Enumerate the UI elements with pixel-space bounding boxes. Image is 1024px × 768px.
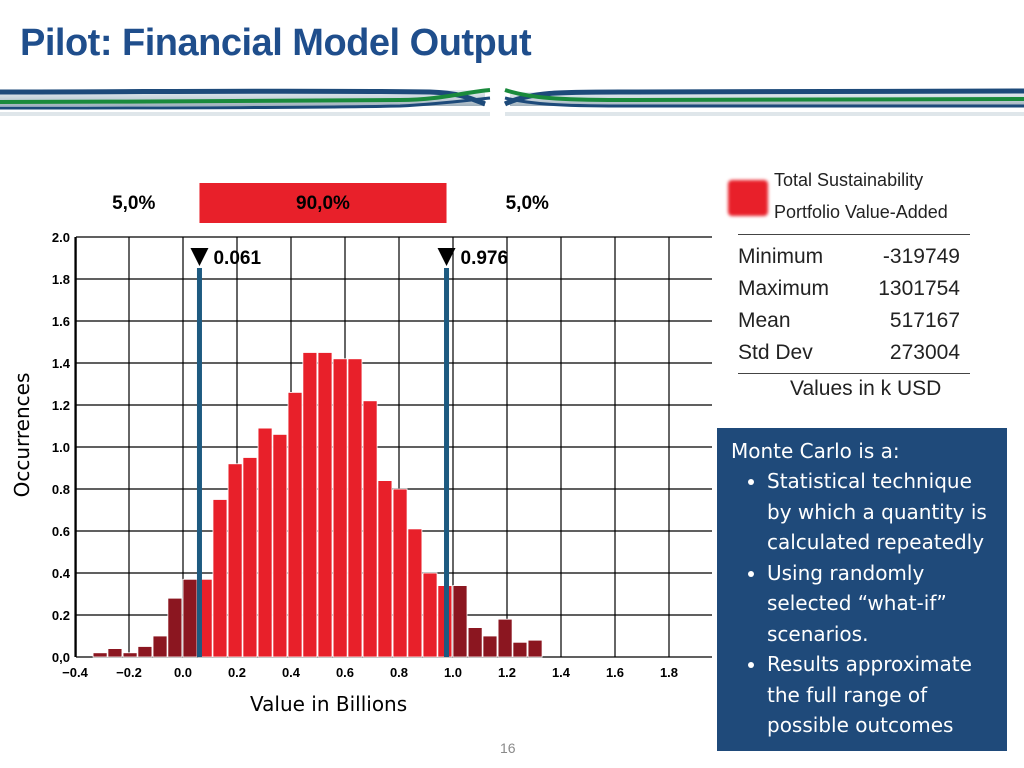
stat-row-mean: Mean 517167: [738, 305, 970, 337]
x-tick-label: 0.4: [282, 665, 301, 680]
percentile-label: 0.061: [213, 248, 261, 269]
stat-label: Mean: [738, 309, 791, 332]
y-tick-label: 0.6: [52, 524, 70, 539]
stat-value: 1301754: [878, 277, 960, 300]
header-banner: [0, 88, 1024, 116]
percentile-label: 0.976: [461, 248, 509, 269]
percentile-line: [444, 268, 450, 657]
histogram-bar: [92, 652, 108, 658]
x-axis-label: Value in Billions: [250, 692, 408, 716]
histogram-bar: [482, 635, 498, 658]
range-band-label: 90,0%: [296, 193, 350, 214]
stat-label: Minimum: [738, 245, 824, 268]
histogram-bar: [137, 646, 153, 658]
y-tick-label: 0,0: [52, 650, 70, 665]
histogram-bar: [452, 585, 468, 658]
histogram-bar: [392, 488, 408, 658]
stat-row-std-dev: Std Dev 273004: [738, 337, 970, 369]
histogram-bar: [332, 358, 348, 658]
legend-label-line1: Total Sustainability: [774, 170, 924, 190]
x-tick-label: 1.8: [660, 665, 678, 680]
histogram-bar: [497, 618, 513, 658]
slide-title: Pilot: Financial Model Output: [20, 22, 532, 64]
info-box-title: Monte Carlo is a:: [731, 439, 900, 463]
x-tick-label: 0.8: [390, 665, 408, 680]
x-tick-label: 1.4: [552, 665, 571, 680]
histogram-bar: [287, 391, 303, 658]
stat-label: Maximum: [738, 277, 830, 300]
histogram-bar: [257, 427, 273, 658]
monte-carlo-info-box: Monte Carlo is a: Statistical technique …: [717, 428, 1007, 751]
x-tick-label: 0.2: [228, 665, 246, 680]
stat-label: Std Dev: [738, 341, 813, 364]
histogram-bar: [377, 480, 393, 658]
x-tick-label: 1.0: [444, 665, 462, 680]
histogram-bar: [152, 635, 168, 658]
x-tick-label: 0.0: [174, 665, 192, 680]
y-tick-label: 0.4: [52, 566, 71, 581]
info-bullet: Statistical technique by which a quantit…: [767, 466, 997, 558]
y-tick-label: 1.6: [52, 314, 70, 329]
histogram-bar: [227, 463, 243, 658]
histogram-bar: [107, 648, 123, 658]
legend-label-line2: Portfolio Value-Added: [774, 202, 948, 222]
y-tick-label: 1.2: [52, 398, 70, 413]
percentile-triangle: [437, 248, 456, 266]
x-tick-label: 0.6: [336, 665, 354, 680]
range-band-middle: [199, 183, 447, 223]
page-number: 16: [500, 740, 516, 756]
y-tick-label: 1.4: [52, 356, 71, 371]
histogram-bar: [407, 528, 423, 658]
x-tick-label: −0.2: [116, 665, 142, 680]
x-tick-label: 1.6: [606, 665, 624, 680]
histogram-bar: [272, 433, 288, 658]
y-tick-label: 2.0: [52, 230, 70, 245]
y-tick-label: 0.8: [52, 482, 70, 497]
histogram-bar: [242, 457, 258, 658]
percentile-line: [196, 268, 202, 657]
histogram-bar: [362, 400, 378, 658]
info-bullet: Using randomly selected “what-if” scenar…: [767, 558, 997, 650]
statistics-table: Minimum -319749 Maximum 1301754 Mean 517…: [738, 234, 970, 374]
info-bullet: Results approximate the full range of po…: [767, 649, 997, 741]
y-tick-label: 1.8: [52, 272, 70, 287]
stat-value: 273004: [889, 341, 960, 364]
stat-row-maximum: Maximum 1301754: [738, 273, 970, 305]
histogram-bar: [512, 641, 528, 658]
histogram-bar: [422, 572, 438, 658]
y-tick-label: 0.2: [52, 608, 70, 623]
histogram-bar: [167, 597, 183, 658]
histogram-bar: [527, 639, 543, 658]
histogram-bar: [467, 627, 483, 658]
range-band-label: 5,0%: [506, 193, 549, 214]
info-bullet-list: Statistical technique by which a quantit…: [731, 466, 997, 741]
histogram-bar: [212, 499, 228, 658]
x-tick-label: 1.2: [498, 665, 516, 680]
range-band-label: 5,0%: [112, 193, 155, 214]
histogram-bar: [347, 358, 363, 658]
x-tick-label: −0.4: [62, 665, 88, 680]
histogram-bar: [122, 652, 138, 658]
y-axis-label: Occurrences: [10, 372, 34, 498]
stat-value: 517167: [889, 309, 960, 332]
stat-row-minimum: Minimum -319749: [738, 241, 970, 273]
histogram-bar: [182, 578, 198, 658]
legend-swatch: [728, 180, 768, 216]
histogram-bar: [317, 352, 333, 658]
stat-value: -319749: [882, 245, 960, 268]
units-note: Values in k USD: [790, 377, 942, 400]
histogram-bar: [302, 352, 318, 658]
percentile-triangle: [190, 248, 209, 266]
y-tick-label: 1.0: [52, 440, 70, 455]
